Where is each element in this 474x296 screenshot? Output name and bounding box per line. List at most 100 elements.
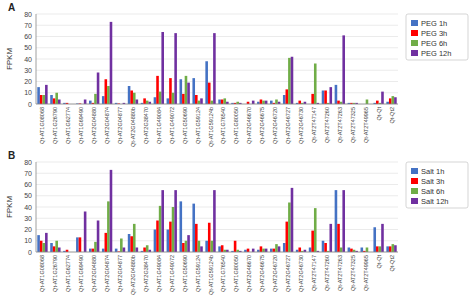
x-tick-label: Qt-AT1G26790 [52, 107, 58, 144]
bar [53, 246, 56, 252]
bar [167, 98, 170, 104]
y-tick-label: 50 [24, 192, 32, 199]
y-tick-label: 70 [24, 22, 32, 29]
bar [381, 92, 384, 104]
x-tick-label: Qt-AT1G59124b [208, 255, 214, 295]
x-tick-label: Qt-AT1G50690 [182, 107, 188, 144]
y-tick-label: 0 [28, 249, 32, 256]
bar [288, 203, 291, 253]
bar [174, 33, 177, 104]
bar [105, 79, 108, 104]
legend-entry: Salt 6h [421, 187, 444, 196]
panel: A01020304050607080FPKMQt-AT1G08068Qt-AT1… [5, 2, 468, 147]
bar [92, 249, 95, 252]
panel: B01020304050607080FPKMQt-AT1G08068Qt-AT1… [5, 150, 468, 295]
bar [275, 100, 278, 105]
x-tick-label: Qt-AT1G08068 [39, 107, 45, 144]
bar [211, 101, 214, 104]
bar [379, 246, 382, 252]
bar [275, 244, 278, 252]
panel-label: B [8, 150, 15, 161]
bar [283, 95, 286, 104]
x-tick-label: Qt-AT2G04880b [130, 255, 136, 295]
bar [265, 101, 268, 104]
bar [376, 101, 379, 104]
bar [94, 242, 97, 252]
bar [79, 237, 82, 252]
bar [213, 190, 216, 252]
x-tick-label: Qt-AT2T47325 [350, 255, 356, 291]
bar [174, 190, 177, 252]
y-tick-label: 40 [24, 204, 32, 211]
grid-line [36, 162, 398, 163]
grid-line [36, 252, 398, 253]
bar [322, 91, 325, 105]
bar [252, 249, 255, 252]
bar [136, 248, 139, 253]
x-tick-label: Qt-AT2T47147 [311, 255, 317, 291]
x-tick-label: Qt-AT1G62774 [65, 107, 71, 144]
bar [340, 248, 343, 253]
bar [133, 93, 136, 104]
bar [107, 86, 110, 104]
x-tick-label: Qt-AT2T49965 [363, 107, 369, 143]
bar [161, 32, 164, 104]
bar [187, 83, 190, 104]
bar [58, 100, 61, 105]
x-tick-label: Qt-Qt [376, 255, 382, 269]
legend-swatch [411, 188, 418, 194]
x-tick-label: Qt-AT1G80050 [233, 255, 239, 292]
bar [169, 222, 172, 252]
y-axis-label: FPKM [5, 196, 14, 219]
x-tick-label: Qt-AT1G49072 [169, 255, 175, 292]
x-tick-label: Qt-AT2G46675 [259, 255, 265, 292]
grid-line [36, 104, 398, 105]
bar [50, 95, 53, 104]
y-tick-label: 60 [24, 181, 32, 188]
legend-box [406, 14, 468, 60]
bar [128, 86, 131, 104]
x-tick-label: Qt-AT2T47263 [337, 107, 343, 143]
bar [136, 100, 139, 105]
legend-swatch [411, 30, 418, 36]
y-tick-label: 40 [24, 56, 32, 63]
grid-line [36, 173, 398, 174]
bar [223, 98, 226, 104]
bar [247, 249, 250, 252]
legend-entry: PEG 12h [421, 49, 451, 58]
bar [311, 94, 314, 104]
bar [392, 96, 395, 104]
legend-entry: Salt 1h [421, 167, 444, 176]
bar [42, 243, 45, 252]
y-tick-label: 30 [24, 215, 32, 222]
bar [97, 73, 100, 105]
bar [291, 188, 294, 252]
bar [110, 170, 113, 252]
bar [329, 87, 332, 104]
bar [102, 249, 105, 252]
bar [278, 246, 281, 252]
grid-line [36, 14, 398, 15]
bar [172, 93, 175, 104]
x-tick-label: Qt-AT2G04874 [104, 255, 110, 292]
bar [394, 97, 397, 104]
bar [389, 98, 392, 104]
x-tick-label: Qt-AT2G38470 [143, 255, 149, 292]
y-tick-label: 10 [24, 237, 32, 244]
bar [102, 96, 105, 104]
bar [200, 98, 203, 104]
legend-entry: PEG 3h [421, 29, 447, 38]
x-axis [36, 104, 398, 105]
y-axis-label: FPKM [5, 48, 14, 71]
y-tick-label: 70 [24, 170, 32, 177]
bar [234, 241, 237, 252]
bar [143, 248, 146, 253]
y-tick-label: 20 [24, 78, 32, 85]
x-tick-label: Qt-AT1G69490 [78, 107, 84, 144]
x-tick-label: Qt-AT2G04877 [117, 255, 123, 292]
bar [386, 246, 389, 252]
x-axis [36, 252, 398, 253]
bar [270, 101, 273, 104]
bar [89, 101, 92, 104]
x-tick-label: Qt-AT1G59124b [208, 107, 214, 147]
